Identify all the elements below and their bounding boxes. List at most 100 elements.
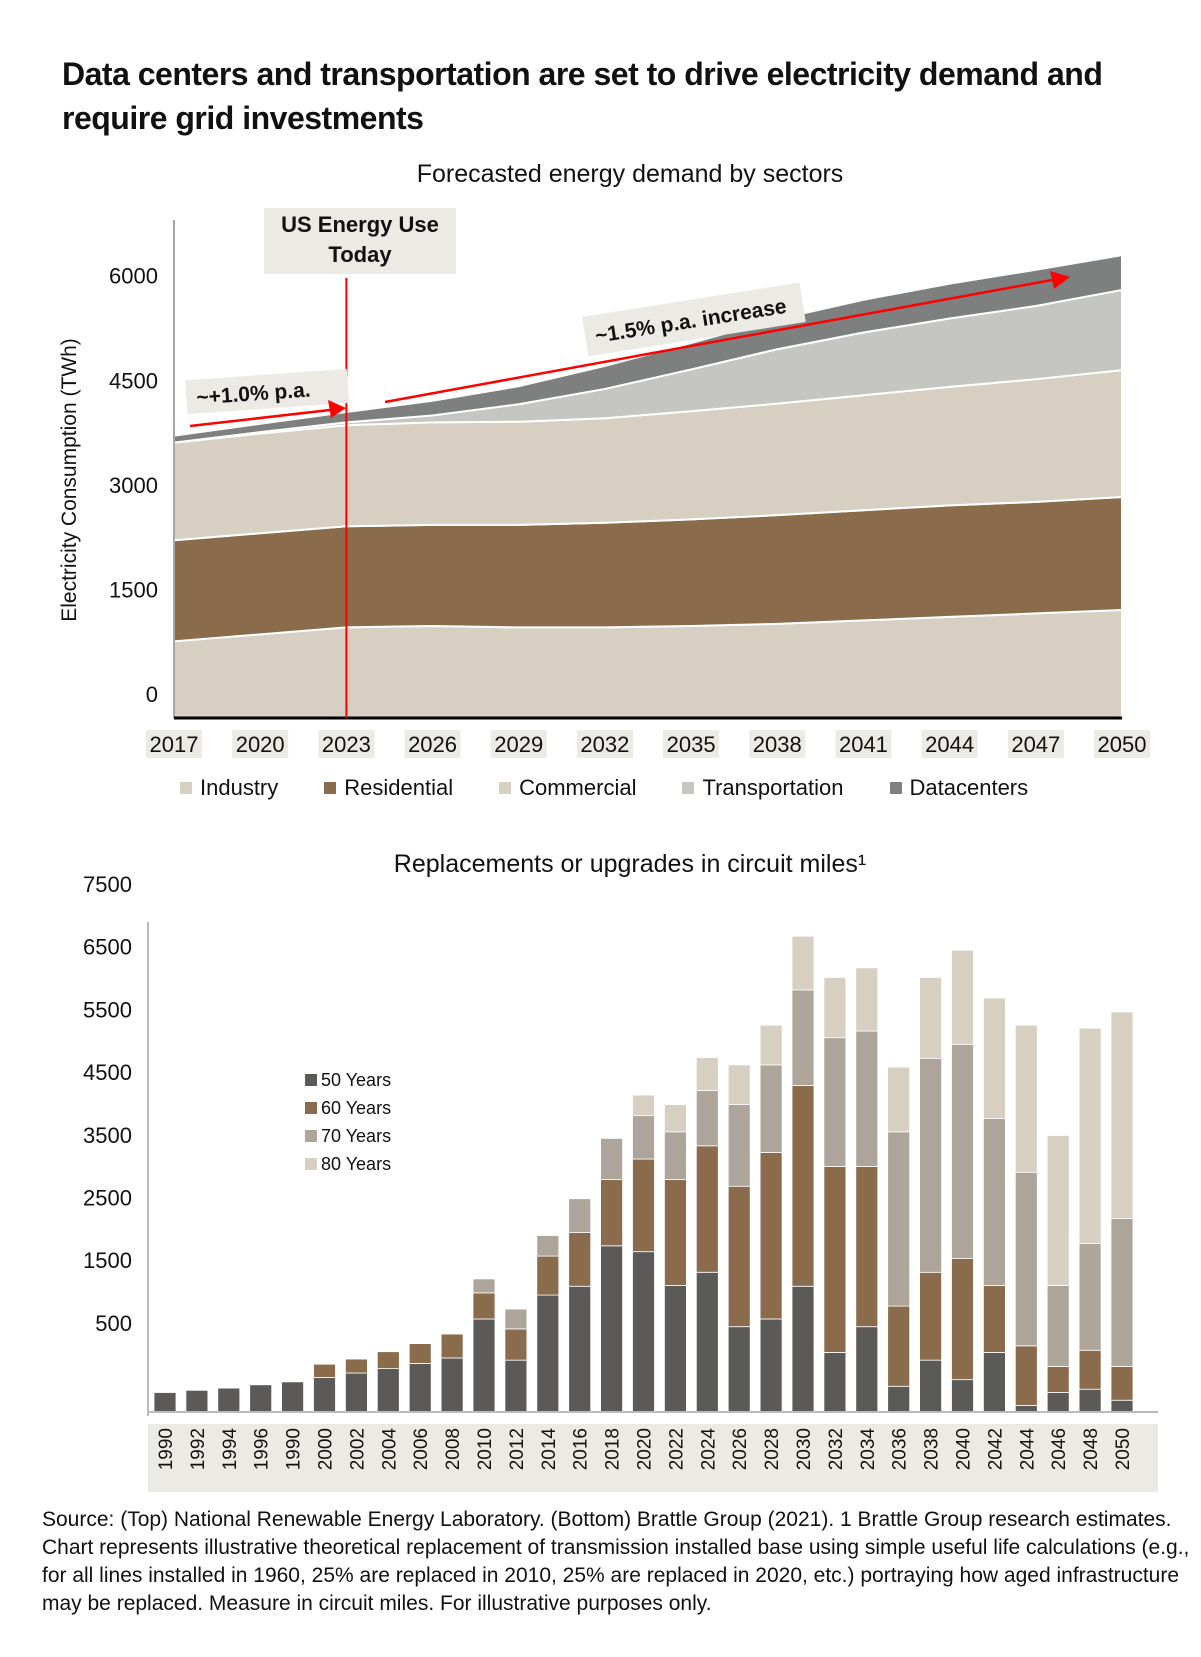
legend-label: Commercial [519,775,637,800]
x-tick-label: 1990 [156,1428,177,1470]
x-tick-label: 2026 [408,732,457,757]
bar-segment-70-years [983,1118,1006,1286]
bar-segment-50-years [440,1357,464,1413]
x-tick-label: 2044 [1017,1428,1038,1471]
x-tick-label: 2038 [922,1428,943,1470]
growth-after-arrowhead [1050,271,1070,289]
y-tick-label: 6000 [109,264,158,289]
x-tick-label: 2040 [954,1428,975,1470]
x-tick-bg [1094,730,1150,758]
x-tick-bg [490,730,547,758]
bar-segment-70-years [1014,1171,1038,1347]
legend-datacenters: Datacenters [889,775,1028,801]
bar-segment-60-years [313,1363,336,1378]
legend-label: 50 Years [321,1070,392,1090]
x-tick-bg [318,730,375,758]
bar-segment-50-years [727,1326,751,1413]
legend-label: 80 Years [321,1154,392,1174]
y-tick-label: 7500 [83,872,132,897]
legend-swatch [305,1102,317,1114]
x-tick-bg [663,730,720,758]
bar-segment-60-years [472,1292,496,1320]
x-tick-bg [146,730,202,758]
bar-segment-70-years [951,1043,974,1259]
x-tick-label: 2006 [411,1428,432,1470]
bar-segment-60-years [1078,1349,1102,1390]
x-tick-label: 2004 [379,1428,400,1471]
top-chart-legend: Industry Residential Commercial Transpor… [180,775,1074,801]
bar-segment-70-years [791,989,815,1086]
growth-before-box [185,368,350,415]
bar-segment-80-years [1046,1135,1070,1286]
headline: Data centers and transportation are set … [62,56,1103,136]
x-tick-label: 1990 [284,1428,305,1470]
bar-segment-70-years [600,1138,623,1181]
bar-segment-80-years [791,935,815,991]
bar-segment-70-years [823,1037,847,1167]
x-tick-bg [1007,730,1064,758]
top-chart: 0 1500 3000 4500 6000 Electricity Consumption… [58,208,1150,758]
bar-segment-50-years [536,1294,560,1413]
bar-segment-60-years [440,1333,464,1359]
x-tick-label: 1992 [188,1428,209,1470]
x-tick-label: 2035 [667,732,716,757]
bar-segment-50-years [504,1359,528,1413]
bar-segment-60-years [791,1085,815,1287]
bar-segment-50-years [568,1285,592,1413]
bar-segment-60-years [568,1232,592,1287]
x-tick-label: 2042 [985,1428,1006,1470]
legend-label: Industry [200,775,279,800]
legend-50-years: 50 Years [305,1066,391,1094]
legend-label: 70 Years [321,1126,392,1146]
x-tick-label: 2041 [839,732,888,757]
bar-segment-70-years [568,1198,592,1233]
bar-segment-80-years [727,1064,751,1106]
bar-segment-50-years [376,1368,400,1413]
bar-segment-50-years [472,1318,496,1413]
bar-segment-50-years [217,1387,241,1413]
bar-segment-60-years [536,1255,560,1296]
bar-segment-60-years [344,1358,368,1374]
x-tick-label: 2024 [698,1428,719,1471]
x-tick-label: 2017 [150,732,199,757]
legend-60-years: 60 Years [305,1094,391,1122]
bar-segment-60-years [823,1165,847,1353]
bar-segment-50-years [759,1318,783,1413]
x-tick-label: 2032 [826,1428,847,1470]
top-chart-title: Forecasted energy demand by sectors [416,160,844,188]
bar-segment-50-years [951,1379,974,1413]
x-tick-bg [749,730,806,758]
legend-label: 60 Years [321,1098,392,1118]
bar-segment-70-years [1078,1243,1102,1351]
bar-segment-50-years [664,1285,687,1413]
x-tick-bg [921,730,978,758]
bar-segment-50-years [919,1359,942,1413]
bar-segment-50-years [408,1363,432,1413]
growth-before-arrowhead [328,400,346,418]
bar-segment-60-years [919,1271,942,1361]
bar-segment-60-years [1046,1366,1070,1393]
x-tick-label: 2044 [925,732,974,757]
bar-segment-50-years [1078,1388,1102,1413]
x-tick-label: 2002 [347,1428,368,1470]
bar-segment-70-years [887,1131,911,1307]
x-tick-label: 2047 [1011,732,1060,757]
y-axis-label: Electricity Consumption (TWh) [58,338,81,622]
x-tick-label: 1996 [252,1428,273,1470]
x-tick-label: 2036 [890,1428,911,1470]
bar-segment-80-years [759,1024,783,1066]
x-tick-label: 2020 [635,1428,656,1470]
legend-swatch [499,782,512,794]
growth-before-annotation: ~+1.0% p.a. [185,368,350,415]
x-tick-label: 2030 [794,1428,815,1470]
legend-transportation: Transportation [682,775,844,801]
growth-after-arrow [384,278,1053,404]
y-tick-label: 6500 [83,935,132,960]
bar-segment-80-years [919,976,942,1059]
today-label-box [264,208,456,274]
x-tick-label: 1994 [220,1428,241,1471]
y-tick-label: 3000 [109,473,158,498]
bar-segment-80-years [1110,1011,1134,1219]
legend-residential: Residential [324,775,453,801]
y-tick-label: 2500 [83,1186,132,1211]
